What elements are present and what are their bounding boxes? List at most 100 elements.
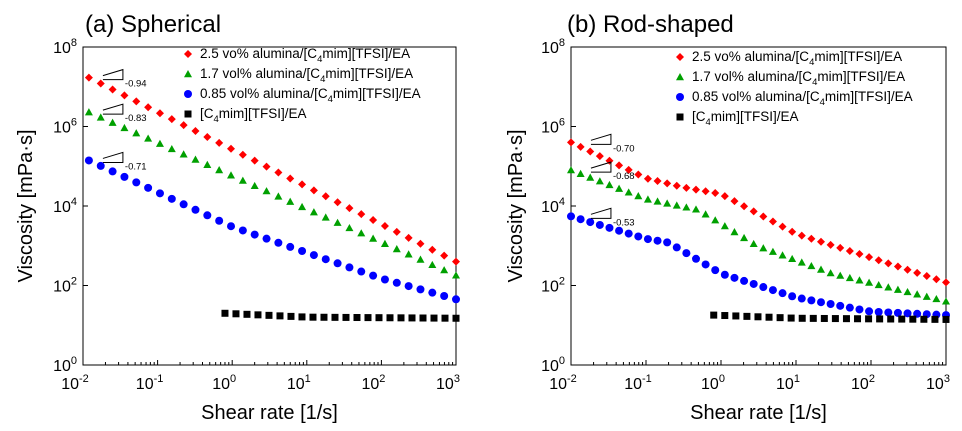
y-axis-label: Viscosity [mPa·s] — [15, 130, 37, 283]
data-point — [179, 200, 188, 209]
data-point — [333, 198, 342, 207]
data-point — [807, 261, 816, 270]
data-point — [203, 132, 212, 141]
data-point — [776, 314, 784, 322]
data-point — [884, 259, 893, 268]
data-point — [817, 237, 825, 246]
data-point — [845, 273, 854, 282]
data-point — [232, 310, 240, 318]
data-point — [788, 254, 797, 263]
data-point — [567, 212, 575, 221]
data-point — [120, 123, 129, 132]
data-point — [855, 250, 864, 259]
x-tick-label: 101 — [287, 373, 311, 393]
series-2 — [84, 108, 460, 279]
data-point — [191, 127, 200, 136]
data-point — [634, 192, 643, 200]
x-tick-label: 102 — [361, 373, 385, 393]
data-point — [179, 150, 188, 158]
legend-marker — [184, 50, 192, 58]
data-point — [624, 165, 633, 174]
data-point — [874, 307, 883, 316]
data-point — [84, 108, 93, 116]
data-point — [404, 282, 413, 291]
data-point — [855, 276, 864, 284]
data-point — [765, 313, 773, 321]
data-point — [836, 301, 845, 310]
data-point — [243, 310, 251, 318]
data-point — [250, 156, 259, 165]
legend-entry: 0.85 vol% alumina/[C4mim][TFSI]/EA — [200, 86, 421, 105]
data-point — [215, 166, 224, 174]
data-point — [357, 267, 366, 276]
data-point — [876, 315, 884, 323]
x-tick-label: 103 — [436, 373, 460, 393]
data-point — [845, 303, 854, 312]
data-point — [586, 147, 595, 156]
data-point — [353, 314, 361, 322]
data-point — [721, 312, 729, 320]
data-point — [692, 254, 700, 263]
data-point — [167, 115, 176, 124]
data-point — [120, 172, 129, 181]
data-point — [798, 314, 806, 322]
y-tick-label: 100 — [53, 355, 77, 375]
data-point — [286, 174, 295, 183]
data-point — [298, 202, 307, 211]
data-point — [874, 280, 883, 289]
data-point — [759, 212, 768, 221]
data-point — [836, 271, 845, 279]
data-point — [333, 218, 342, 226]
chart-panel-1: (a) Spherical 10-2 10-1 100 101 102 103 100 102 1… — [15, 11, 460, 424]
data-point — [567, 166, 575, 174]
data-point — [826, 240, 835, 249]
data-point — [615, 226, 624, 235]
data-point — [440, 266, 449, 274]
data-point — [787, 314, 795, 322]
data-point — [720, 192, 729, 201]
data-point — [740, 202, 749, 211]
data-point — [404, 250, 413, 258]
data-point — [369, 271, 378, 280]
series-3 — [84, 156, 460, 304]
data-point — [624, 229, 633, 238]
data-point — [96, 161, 105, 170]
data-point — [768, 247, 777, 255]
data-point — [820, 314, 828, 322]
chart-title: (b) Rod-shaped — [567, 11, 734, 38]
data-point — [643, 195, 652, 203]
legend-entry: [C4mim][TFSI]/EA — [200, 106, 307, 125]
data-point — [132, 129, 141, 137]
data-point — [807, 234, 816, 243]
data-point — [132, 97, 141, 106]
data-point — [595, 220, 604, 229]
x-tick-label: 10-1 — [136, 373, 164, 393]
data-point — [855, 305, 864, 314]
data-point — [254, 311, 262, 319]
series-1 — [84, 73, 460, 266]
data-point — [692, 185, 700, 194]
data-point — [826, 269, 835, 277]
data-point — [942, 315, 950, 323]
data-point — [730, 197, 739, 206]
data-point — [276, 312, 284, 320]
data-point — [227, 171, 236, 179]
chart-panel-2: (b) Rod-shaped 10-2 10-1 100 101 102 103 100 102… — [505, 11, 950, 424]
legend-marker — [676, 53, 684, 61]
x-axis-label: Shear rate [1/s] — [690, 402, 827, 424]
legend-marker — [184, 90, 192, 98]
data-point — [586, 218, 595, 227]
data-point — [701, 187, 710, 196]
data-point — [701, 260, 710, 269]
data-point — [663, 199, 672, 207]
data-point — [155, 189, 164, 198]
data-point — [309, 313, 317, 321]
data-point — [893, 308, 902, 317]
data-point — [215, 138, 224, 147]
data-point — [778, 251, 787, 259]
data-point — [96, 113, 105, 121]
data-point — [144, 134, 153, 142]
data-point — [167, 194, 176, 203]
data-point — [865, 315, 873, 323]
data-point — [682, 203, 691, 211]
